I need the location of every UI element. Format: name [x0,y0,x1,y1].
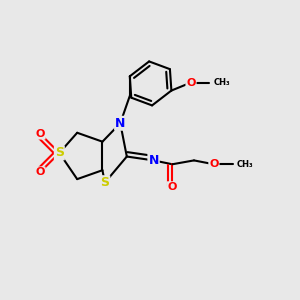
Text: S: S [55,146,64,160]
Text: O: O [35,167,45,177]
Text: CH₃: CH₃ [237,160,254,169]
Text: O: O [35,129,45,139]
Text: O: O [168,182,177,192]
Text: S: S [100,176,109,189]
Text: N: N [148,154,159,167]
Text: N: N [115,117,125,130]
Text: O: O [209,159,219,169]
Text: CH₃: CH₃ [214,78,230,87]
Text: O: O [186,77,196,88]
